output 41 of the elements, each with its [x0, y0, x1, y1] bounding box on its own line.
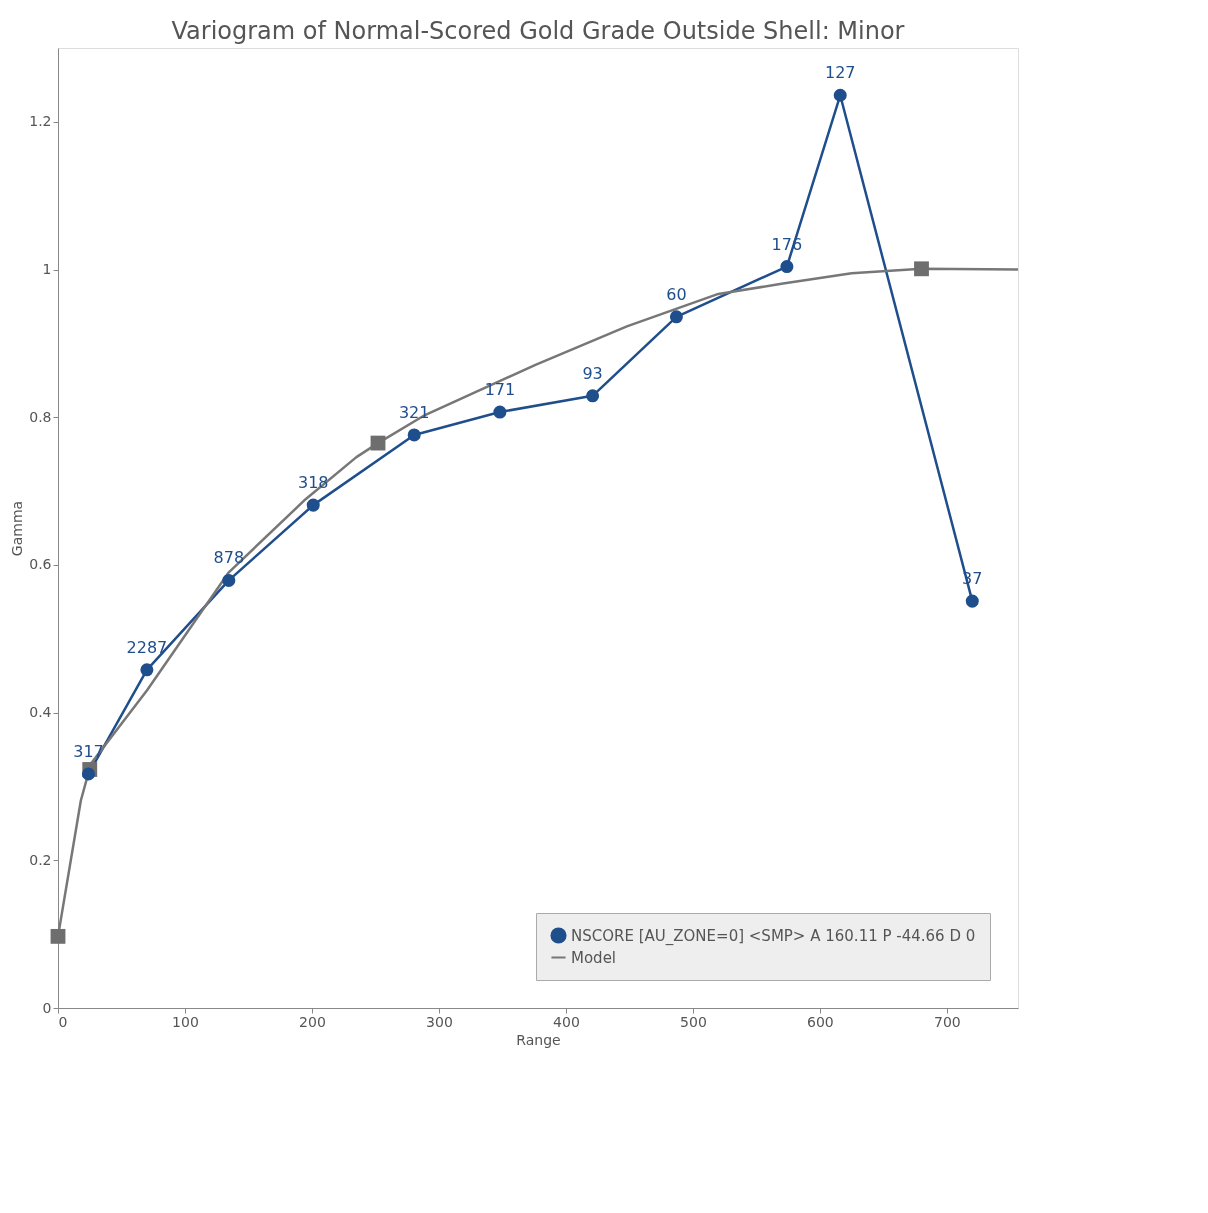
point	[306, 498, 320, 512]
point	[81, 767, 95, 781]
annotation: 878	[213, 548, 245, 568]
y-tick-label: 0.6	[29, 556, 52, 573]
annotation: 60	[666, 284, 687, 304]
y-tick-label: 0.4	[29, 704, 52, 721]
point	[914, 261, 929, 277]
annotation: 318	[297, 473, 329, 493]
point	[586, 389, 600, 403]
x-tick-label: 700	[934, 1013, 961, 1030]
chart-title: Variogram of Normal-Scored Gold Grade Outside Shell: Minor	[171, 17, 905, 45]
point	[140, 663, 154, 677]
annotation: 127	[824, 63, 856, 83]
point	[407, 428, 421, 442]
y-tick-label: 0.8	[29, 408, 52, 425]
annotation: 93	[582, 363, 603, 383]
x-tick-label: 0	[58, 1013, 68, 1030]
y-tick-label: 1	[42, 261, 52, 278]
point	[669, 310, 683, 324]
legend-label: NSCORE [AU_ZONE=0] <SMP> A 160.11 P -44.66 D 0	[571, 926, 976, 946]
x-tick-label: 500	[680, 1013, 707, 1030]
annotation: 2287	[126, 637, 168, 657]
y-tick-label: 0	[42, 999, 52, 1016]
y-axis-title: Gamma	[9, 500, 26, 557]
point	[780, 260, 794, 274]
x-tick-label: 400	[553, 1013, 580, 1030]
legend-label: Model	[571, 948, 617, 967]
x-tick-label: 600	[807, 1013, 834, 1030]
point	[50, 928, 66, 944]
x-tick-label: 200	[299, 1013, 326, 1030]
annotation: 171	[484, 380, 516, 400]
point	[965, 594, 979, 608]
point	[222, 573, 236, 587]
y-tick-label: 1.2	[29, 113, 52, 130]
annotation: 321	[398, 402, 430, 422]
x-tick-label: 300	[426, 1013, 453, 1030]
x-tick-label: 100	[172, 1013, 199, 1030]
y-tick-label: 0.2	[29, 851, 52, 868]
x-axis-title: Range	[516, 1031, 561, 1048]
point	[833, 88, 847, 102]
point	[493, 405, 507, 419]
